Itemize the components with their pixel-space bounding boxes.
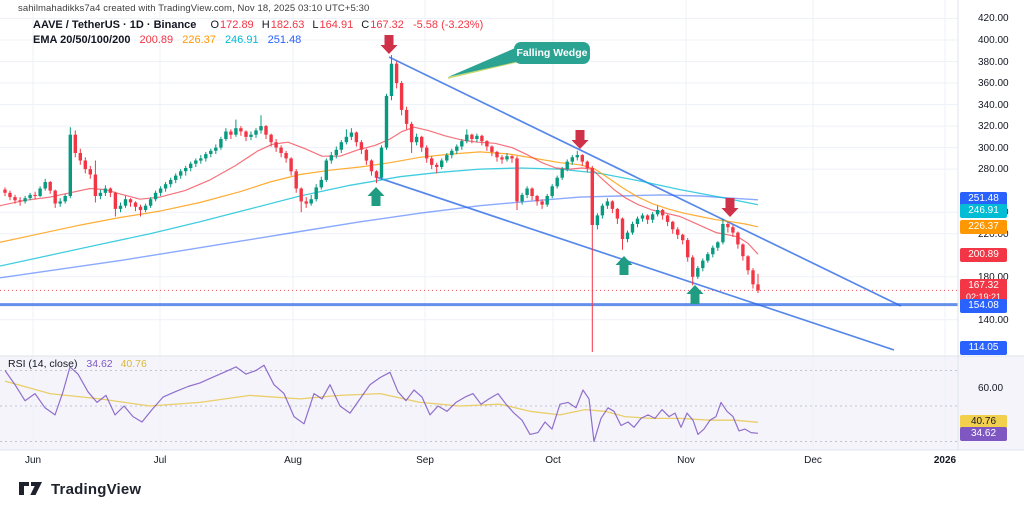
symbol-title[interactable]: AAVE / TetherUS · 1D · Binance (33, 19, 197, 31)
tradingview-logo-text: TradingView (51, 480, 142, 498)
ema100-value: 246.91 (224, 34, 259, 46)
falling-wedge-callout[interactable]: Falling Wedge (514, 42, 590, 64)
low-value: 164.91 (319, 19, 354, 31)
ema200-value: 251.48 (267, 34, 302, 46)
high-label: H (261, 19, 270, 31)
rsi-legend[interactable]: RSI (14, close) 34.62 40.76 (8, 358, 147, 370)
close-value: 167.32 (370, 19, 404, 31)
watermark: sahilmahadikks7a4 created with TradingVi… (18, 3, 370, 14)
close-label: C (361, 19, 370, 31)
change-value: -5.58 (-3.23%) (412, 19, 484, 31)
tradingview-logo[interactable]: TradingView (18, 479, 141, 499)
low-label: L (312, 19, 319, 31)
open-value: 172.89 (220, 19, 254, 31)
symbol-legend[interactable]: AAVE / TetherUS · 1D · Binance O172.89 H… (33, 19, 483, 31)
open-label: O (210, 19, 220, 31)
rsi-value: 34.62 (86, 358, 113, 370)
tradingview-logo-icon (19, 482, 42, 495)
ema20-value: 200.89 (139, 34, 174, 46)
rsi-ma-value: 40.76 (120, 358, 147, 370)
ema50-value: 226.37 (182, 34, 216, 46)
high-value: 182.63 (270, 19, 305, 31)
rsi-legend-label[interactable]: RSI (14, close) (8, 358, 78, 370)
ema-legend-label[interactable]: EMA 20/50/100/200 (33, 34, 131, 46)
ema-legend[interactable]: EMA 20/50/100/200 200.89 226.37 246.91 2… (33, 34, 301, 46)
